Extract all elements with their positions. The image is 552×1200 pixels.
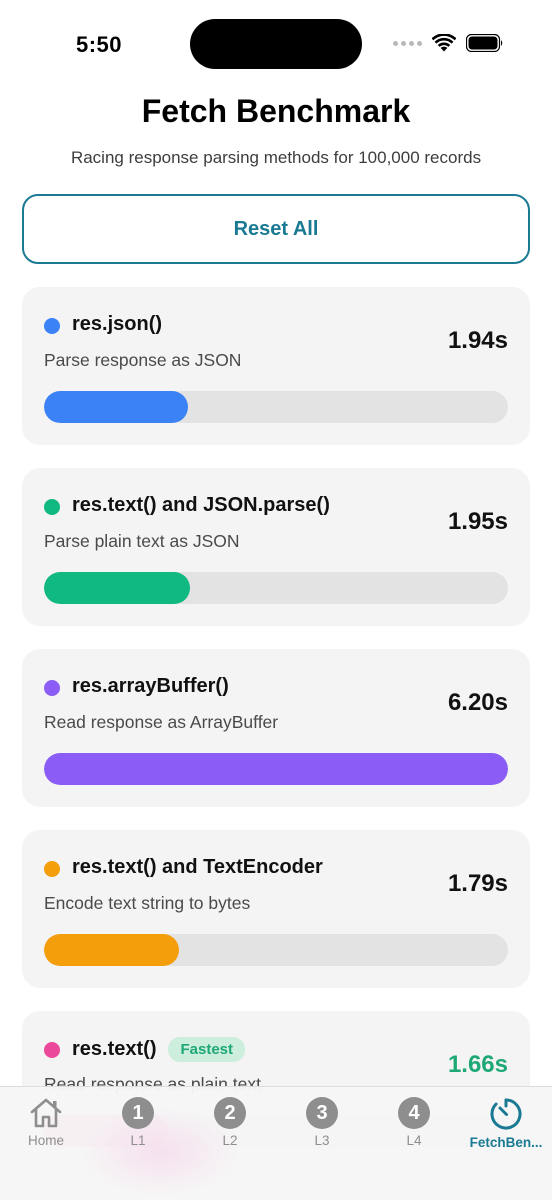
- tab-label: FetchBen...: [469, 1135, 543, 1150]
- method-name: res.text() and TextEncoder: [72, 856, 323, 878]
- method-description: Parse plain text as JSON: [44, 531, 240, 551]
- tab-label: L4: [406, 1133, 422, 1148]
- method-name: res.arrayBuffer(): [72, 675, 229, 697]
- method-color-dot: [44, 1042, 60, 1058]
- tab-touch-highlight: [80, 1107, 240, 1197]
- dynamic-island: [190, 19, 362, 69]
- page-subtitle: Racing response parsing methods for 100,…: [70, 148, 482, 167]
- method-color-dot: [44, 680, 60, 696]
- progress-bar: [44, 391, 508, 423]
- status-time: 5:50: [76, 32, 123, 57]
- tab-label: L3: [314, 1133, 330, 1148]
- wifi-icon: [432, 34, 456, 52]
- fastest-badge: Fastest: [168, 1037, 246, 1062]
- benchmark-card-text-json-parse: res.text() and JSON.parse() Parse plain …: [22, 468, 530, 626]
- tab-bar: Home 1 L1 2 L2 3 L3 4 L4 FetchBen...: [0, 1086, 552, 1200]
- method-color-dot: [44, 318, 60, 334]
- timer-icon: [490, 1098, 522, 1130]
- number-3-icon: 3: [306, 1097, 338, 1129]
- tab-l2[interactable]: 2 L2: [184, 1097, 276, 1148]
- method-time: 1.95s: [447, 508, 508, 535]
- status-icons: [393, 34, 504, 52]
- tab-home[interactable]: Home: [0, 1097, 92, 1148]
- method-time: 1.94s: [447, 327, 508, 354]
- method-name: res.text() and JSON.parse(): [72, 494, 330, 516]
- home-icon: [30, 1098, 62, 1128]
- method-description: Parse response as JSON: [44, 350, 242, 370]
- tab-fetch-benchmark[interactable]: FetchBen...: [460, 1097, 552, 1150]
- number-4-icon: 4: [398, 1097, 430, 1129]
- progress-bar: [44, 572, 508, 604]
- benchmark-card-array-buffer: res.arrayBuffer() Read response as Array…: [22, 649, 530, 807]
- method-color-dot: [44, 861, 60, 877]
- benchmark-card-text-encoder: res.text() and TextEncoder Encode text s…: [22, 830, 530, 988]
- tab-l1[interactable]: 1 L1: [92, 1097, 184, 1148]
- tab-label: L2: [222, 1133, 238, 1148]
- benchmark-card-json: res.json() Parse response as JSON 1.94s: [22, 287, 530, 445]
- status-bar: 5:50: [0, 0, 552, 90]
- progress-bar: [44, 753, 508, 785]
- method-description: Encode text string to bytes: [44, 893, 251, 913]
- method-name: res.json(): [72, 313, 163, 335]
- tab-l4[interactable]: 4 L4: [368, 1097, 460, 1148]
- progress-bar: [44, 934, 508, 966]
- progress-fill: [44, 934, 179, 966]
- number-1-icon: 1: [122, 1097, 154, 1129]
- method-description: Read response as ArrayBuffer: [44, 712, 279, 732]
- tab-l3[interactable]: 3 L3: [276, 1097, 368, 1148]
- progress-fill: [44, 572, 191, 604]
- method-time: 1.66s: [447, 1051, 508, 1078]
- progress-fill: [44, 753, 508, 785]
- method-time: 6.20s: [447, 689, 508, 716]
- progress-fill: [44, 391, 188, 423]
- method-color-dot: [44, 499, 60, 515]
- method-name: res.text() Fastest: [72, 1037, 246, 1062]
- number-2-icon: 2: [214, 1097, 246, 1129]
- reset-all-button[interactable]: Reset All: [22, 194, 530, 264]
- tab-label: L1: [130, 1133, 146, 1148]
- battery-icon: [466, 34, 503, 52]
- cellular-signal-icon: [393, 40, 422, 46]
- tab-label: Home: [27, 1133, 64, 1148]
- method-time: 1.79s: [447, 870, 508, 897]
- page-title: Fetch Benchmark: [141, 93, 411, 129]
